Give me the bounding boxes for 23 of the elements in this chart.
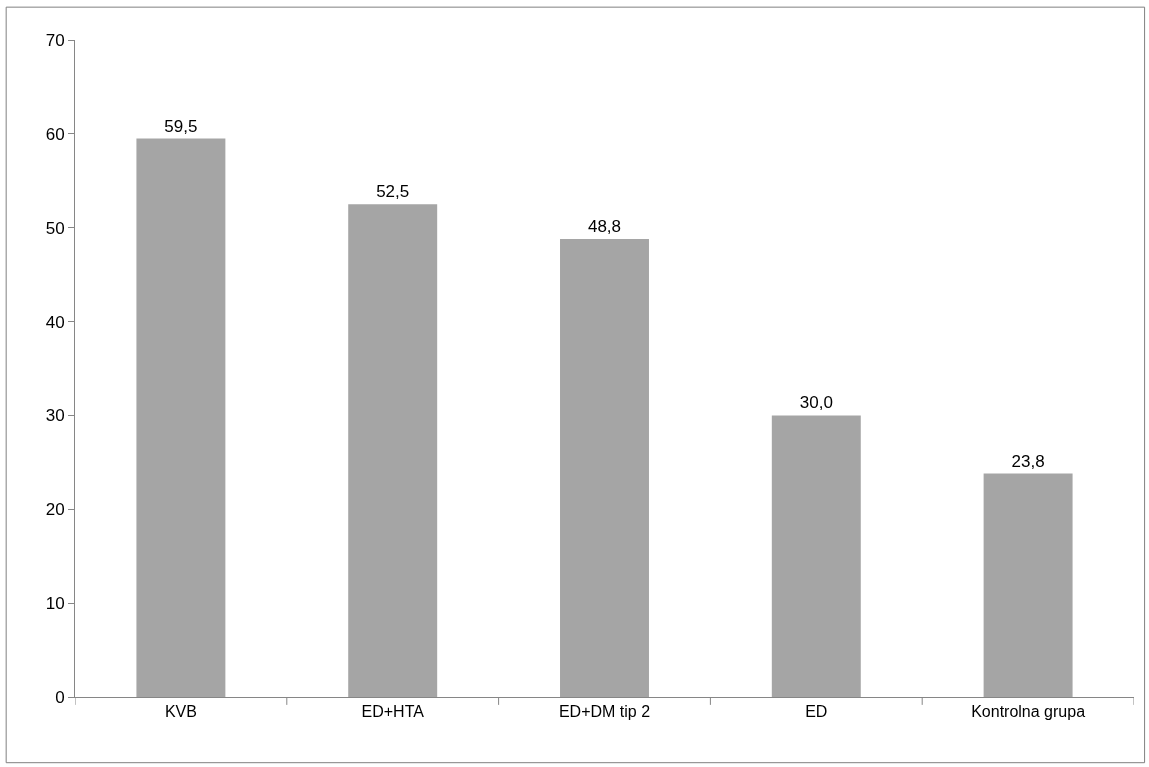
y-tick-label: 60 xyxy=(45,124,65,144)
data-label: 48,8 xyxy=(587,216,622,236)
x-tick-label: ED xyxy=(805,703,828,721)
x-tick-label: KVB xyxy=(164,703,197,721)
data-label: 23,8 xyxy=(1011,451,1045,471)
y-tick-label: 50 xyxy=(45,218,65,238)
y-tick-label: 10 xyxy=(45,594,65,614)
data-label: 52,5 xyxy=(376,182,410,202)
data-label: 30,0 xyxy=(799,393,833,413)
bar xyxy=(771,415,861,697)
bar xyxy=(983,473,1073,697)
y-tick-label: 20 xyxy=(45,500,65,520)
bar xyxy=(560,238,649,697)
x-tick-label: ED+HTA xyxy=(361,703,425,721)
bar xyxy=(348,204,438,697)
y-tick-label: 30 xyxy=(45,406,65,426)
y-tick-label: 0 xyxy=(55,687,65,707)
x-tick-label: Kontrolna grupa xyxy=(971,703,1086,721)
x-tick-label: ED+DM tip 2 xyxy=(558,703,651,721)
data-label: 59,5 xyxy=(164,116,198,136)
y-tick-label: 70 xyxy=(45,30,65,50)
bar xyxy=(136,138,226,697)
y-tick-label: 40 xyxy=(45,312,65,332)
